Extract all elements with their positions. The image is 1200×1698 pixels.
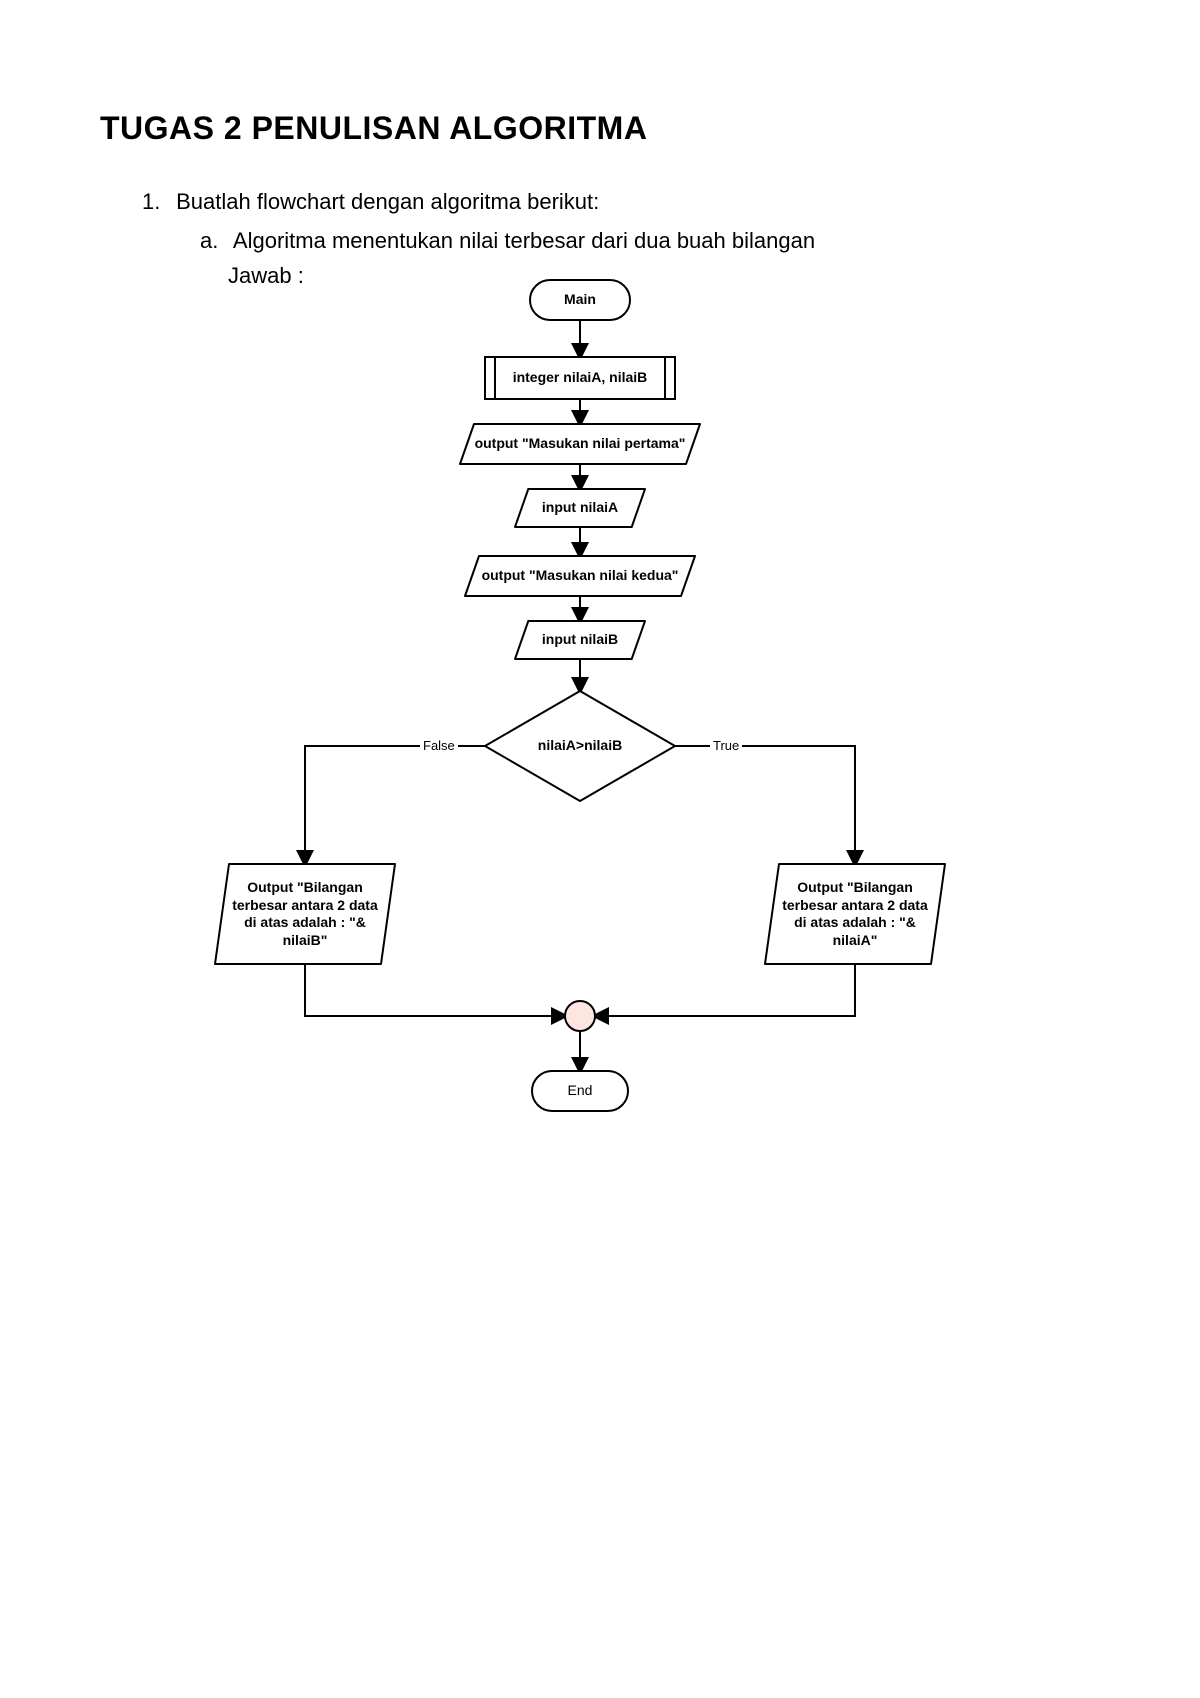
flow-node-join — [565, 1001, 595, 1031]
page-title: TUGAS 2 PENULISAN ALGORITMA — [100, 110, 1100, 147]
flow-node-label-end: End — [538, 1071, 622, 1111]
question-text: Buatlah flowchart dengan algoritma berik… — [176, 189, 599, 214]
flow-node-label-decl: integer nilaiA, nilaiB — [491, 357, 669, 399]
document-page: TUGAS 2 PENULISAN ALGORITMA 1. Buatlah f… — [0, 0, 1200, 1698]
question-1a: a. Algoritma menentukan nilai terbesar d… — [200, 226, 850, 257]
flow-node-label-in1: input nilaiA — [529, 489, 631, 527]
edge-label: True — [710, 738, 742, 753]
flow-node-label-out1: output "Masukan nilai pertama" — [474, 424, 686, 464]
sub-letter: a. — [200, 226, 228, 257]
flow-edge — [675, 746, 855, 864]
question-number: 1. — [142, 187, 170, 218]
edge-label: False — [420, 738, 458, 753]
flow-node-label-in2: input nilaiB — [529, 621, 631, 659]
flow-node-label-outT: Output "Bilangan terbesar antara 2 data … — [779, 864, 931, 964]
flow-node-label-main: Main — [536, 280, 624, 320]
flow-edge — [305, 964, 565, 1016]
flow-node-label-dec: nilaiA>nilaiB — [491, 691, 669, 801]
flow-edge — [305, 746, 485, 864]
sub-text: Algoritma menentukan nilai terbesar dari… — [233, 228, 815, 253]
question-1: 1. Buatlah flowchart dengan algoritma be… — [142, 187, 1100, 218]
flow-node-label-out2: output "Masukan nilai kedua" — [479, 556, 681, 596]
flow-node-label-outF: Output "Bilangan terbesar antara 2 data … — [229, 864, 381, 964]
flow-edge — [595, 964, 855, 1016]
flowchart: False True Main integer nilaiA, nilaiB outpu… — [200, 276, 960, 1206]
